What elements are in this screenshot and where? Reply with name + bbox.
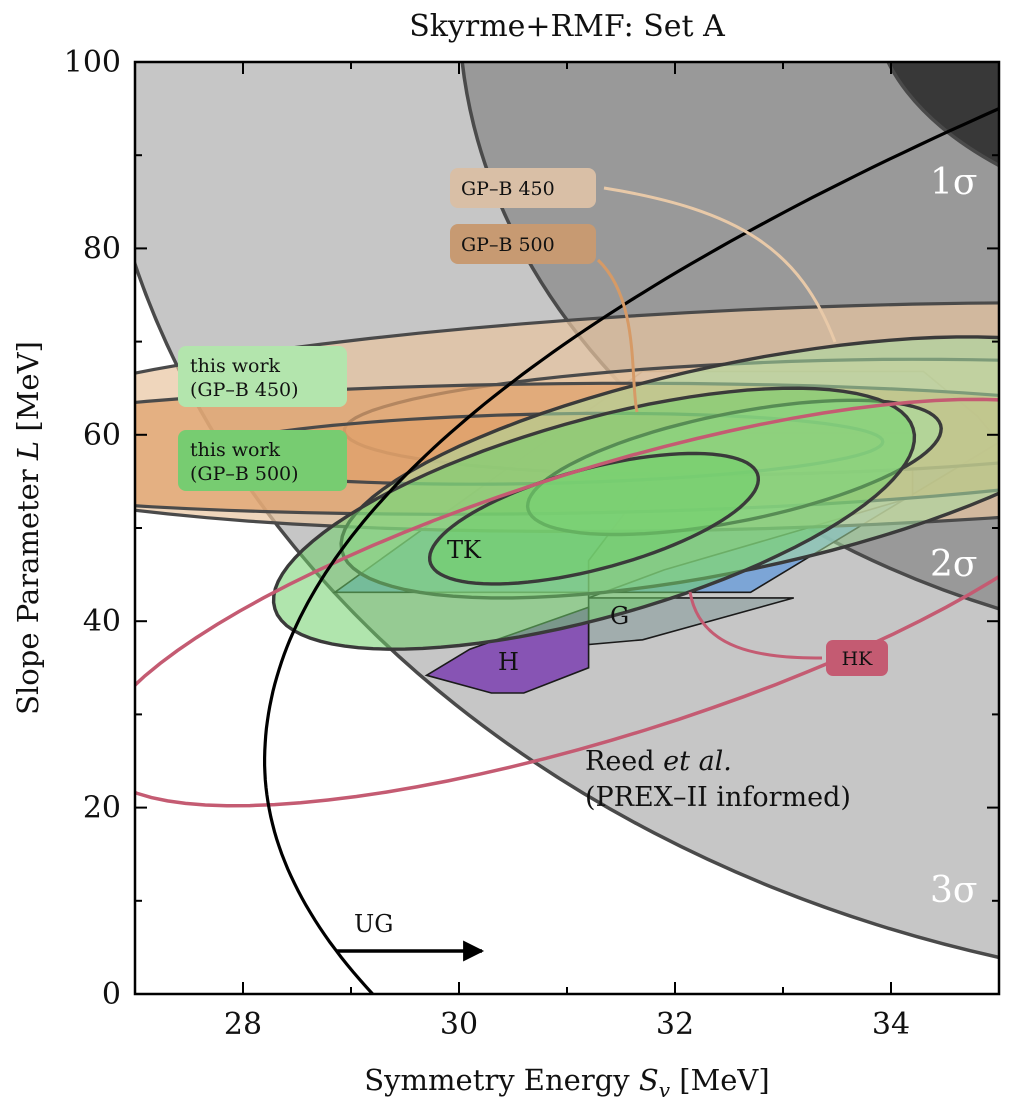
x-tick-label: 30 — [440, 1007, 478, 1042]
plot-area — [135, 62, 999, 994]
x-axis-label: Symmetry Energy Sv [MeV] — [364, 1063, 769, 1102]
ug-bound-group — [263, 107, 999, 994]
this-work-500-tag-line2: (GP–B 500) — [190, 463, 299, 485]
chart-title: Skyrme+RMF: Set A — [409, 9, 725, 44]
x-tick-label: 32 — [656, 1007, 694, 1042]
x-axis-label-subscript: v — [659, 1078, 671, 1102]
this-work-500-tag-line1: this work — [190, 439, 281, 461]
sigma-1-label: 1σ — [930, 162, 977, 203]
x-axis-label-symbol: S — [639, 1063, 659, 1097]
this-work-500-tag-box — [178, 430, 347, 491]
gpb-500-leader — [596, 258, 639, 413]
y-tick-label: 60 — [83, 418, 121, 453]
y-tick-label: 0 — [102, 977, 121, 1012]
tk-region-label: TK — [447, 536, 482, 564]
hk-leader — [688, 591, 823, 660]
gpb-450-tag-label: GP–B 450 — [461, 178, 555, 200]
reed-label-line1: Reed et al. — [585, 746, 732, 777]
sigma-3-label: 3σ — [930, 870, 977, 911]
y-axis-label-text: Slope Parameter — [11, 460, 45, 715]
sigma-2-label: 2σ — [930, 544, 977, 585]
h-region-label: H — [498, 648, 519, 676]
y-tick-label: 100 — [64, 45, 121, 80]
gpb-500-tag-box — [450, 224, 596, 264]
y-tick-label: 20 — [83, 791, 121, 826]
reed-contour-1σ — [886, 62, 999, 168]
this-work-450-tag-box — [178, 346, 347, 407]
this-work-500-tag: this work (GP–B 500) — [178, 430, 347, 491]
hk-tag-label: HK — [842, 648, 874, 670]
y-tick-label: 40 — [83, 604, 121, 639]
x-tick-label: 34 — [872, 1007, 910, 1042]
x-axis-label-unit: [MeV] — [670, 1063, 770, 1097]
gpb-450-tag-box — [450, 168, 596, 208]
g-region-label: G — [610, 602, 629, 630]
y-tick-label: 80 — [83, 231, 121, 266]
y-axis-label-symbol: L — [11, 441, 45, 461]
hk-tag: HK — [826, 640, 888, 676]
this-work-450-tag-line2: (GP–B 450) — [190, 379, 299, 401]
this-work-450-tag: this work (GP–B 450) — [178, 346, 347, 407]
axis-ticks — [134, 61, 1000, 995]
reed-label-italic: et al. — [663, 746, 732, 777]
ug-label: UG — [354, 910, 393, 938]
y-axis-label: Slope Parameter L [MeV] — [11, 341, 45, 715]
this-work-450-tag-line1: this work — [190, 355, 281, 377]
x-tick-label: 28 — [224, 1007, 262, 1042]
gpb-450-leader — [603, 186, 837, 343]
hk-tag-box — [826, 640, 888, 676]
annotation-leaders — [596, 186, 837, 660]
this-work-contours — [271, 335, 999, 651]
reed-label-line2: (PREX–II informed) — [585, 782, 851, 813]
gpb-500-tag-label: GP–B 500 — [461, 234, 555, 256]
hk-constraint-group — [135, 397, 999, 808]
x-axis-label-text: Symmetry Energy — [364, 1063, 639, 1097]
tick-labels: 28 30 32 34 0 20 40 60 80 100 — [64, 45, 910, 1042]
reed-label-plain: Reed — [585, 746, 663, 777]
gpb-450-tag: GP–B 450 — [450, 168, 596, 208]
y-axis-label-unit: [MeV] — [11, 341, 45, 441]
gpb-500-tag: GP–B 500 — [450, 224, 596, 264]
ug-curve — [263, 107, 999, 994]
hk-contour — [135, 397, 999, 808]
